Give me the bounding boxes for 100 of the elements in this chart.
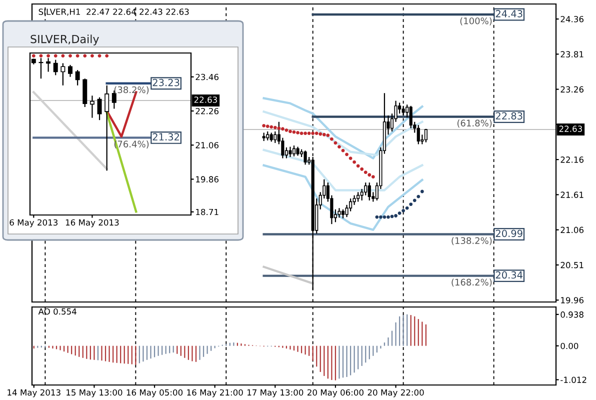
point — [356, 164, 360, 168]
point — [420, 190, 424, 194]
point — [412, 198, 416, 202]
y-tick-label: 0.938 — [560, 311, 584, 318]
point — [266, 124, 270, 128]
point — [296, 131, 300, 134]
x-tick-label: 20 May 06:00 — [308, 389, 364, 398]
chart-title: AO 0.554 — [38, 308, 76, 315]
candlestick — [53, 59, 58, 76]
annotation: (168.2%) — [452, 278, 492, 287]
y-tick-label: 18.71 — [196, 208, 218, 216]
y-tick-label: 22.16 — [560, 156, 584, 163]
candlestick — [352, 194, 356, 206]
y-tick-label: 24.36 — [560, 16, 584, 22]
y-tick-label: 23.81 — [560, 51, 584, 58]
candlestick — [90, 95, 94, 118]
candlestick — [416, 124, 420, 145]
point — [390, 214, 394, 218]
point — [360, 167, 364, 171]
y-tick-label: 21.06 — [196, 142, 218, 148]
x-tick-label: 16 May 05:00 — [126, 389, 183, 398]
point — [386, 215, 390, 219]
point — [304, 132, 308, 136]
x-tick-label: 6 May 2013 — [10, 219, 58, 228]
point — [280, 127, 284, 131]
point — [338, 145, 341, 148]
annotation: (100%) — [460, 17, 492, 26]
candlestick — [104, 84, 110, 172]
point — [307, 132, 311, 136]
y-tick-label: 23.46 — [196, 74, 218, 80]
x-tick-label: 15 May 13:00 — [66, 389, 122, 398]
line-series — [262, 148, 424, 192]
data-label: 22.83 — [496, 112, 522, 120]
annotation: (138.2%) — [452, 237, 492, 246]
data-label: 20.99 — [496, 230, 522, 238]
annotation: (38.2%) — [114, 86, 149, 94]
candlestick — [274, 130, 277, 144]
point — [284, 128, 288, 132]
point — [368, 173, 372, 177]
y-tick-label: -1.012 — [560, 376, 586, 383]
y-tick-label: 19.86 — [196, 176, 218, 182]
point — [394, 214, 398, 218]
point — [262, 124, 266, 128]
point — [405, 206, 409, 210]
x-tick-label: 20 May 22:00 — [368, 389, 424, 398]
candlestick — [38, 58, 44, 80]
candlestick — [338, 208, 341, 218]
point — [273, 126, 277, 130]
candlestick — [46, 58, 51, 72]
point — [364, 170, 368, 174]
point — [379, 215, 382, 219]
candlestick — [97, 96, 102, 121]
point — [288, 130, 292, 134]
annotation: (61.8%) — [457, 120, 492, 128]
candlestick — [356, 192, 360, 202]
point — [314, 132, 318, 136]
data-label: 23.23 — [152, 78, 180, 86]
point — [322, 132, 326, 136]
line-series — [262, 97, 424, 160]
candlestick — [288, 146, 292, 158]
point — [330, 137, 334, 141]
point — [348, 156, 352, 160]
chart-title: SILVER,Daily — [30, 34, 99, 46]
data-label: 20.34 — [496, 271, 522, 279]
point — [318, 132, 322, 136]
line-series — [262, 164, 424, 231]
chart-title: SILVER,H1 22.47 22.64 22.43 22.63 — [38, 8, 189, 16]
y-tick-label: 21.61 — [560, 192, 584, 198]
data-label: 21.32 — [152, 133, 179, 141]
point — [352, 160, 356, 164]
x-tick-label: 16 May 2013 — [66, 219, 119, 228]
x-tick-label: 14 May 2013 — [8, 389, 60, 398]
line-series — [262, 110, 424, 156]
point — [409, 202, 413, 206]
y-tick-label: 0.00 — [560, 342, 578, 350]
x-tick-label: 17 May 13:00 — [247, 389, 304, 398]
candlestick — [409, 105, 412, 129]
point — [341, 148, 345, 152]
candlestick — [60, 62, 66, 86]
candlestick — [304, 150, 307, 166]
point — [416, 194, 420, 198]
point — [371, 175, 375, 178]
point — [277, 126, 281, 130]
y-tick-label: 20.51 — [560, 262, 584, 268]
point — [326, 134, 330, 137]
point — [300, 132, 304, 136]
y-tick-label: 22.26 — [196, 108, 218, 114]
point — [334, 141, 338, 145]
candlestick — [75, 70, 80, 86]
candlestick — [68, 64, 72, 78]
data-label: 24.43 — [496, 10, 522, 18]
point — [375, 215, 379, 219]
point — [398, 212, 402, 215]
point — [345, 152, 348, 156]
x-tick-label: 16 May 21:00 — [187, 389, 243, 398]
ref-line-label: 22.63 — [194, 96, 217, 103]
candlestick — [82, 78, 88, 108]
y-tick-label: 19.96 — [561, 297, 584, 304]
candlestick — [424, 128, 428, 143]
y-tick-label: 23.26 — [560, 86, 584, 93]
